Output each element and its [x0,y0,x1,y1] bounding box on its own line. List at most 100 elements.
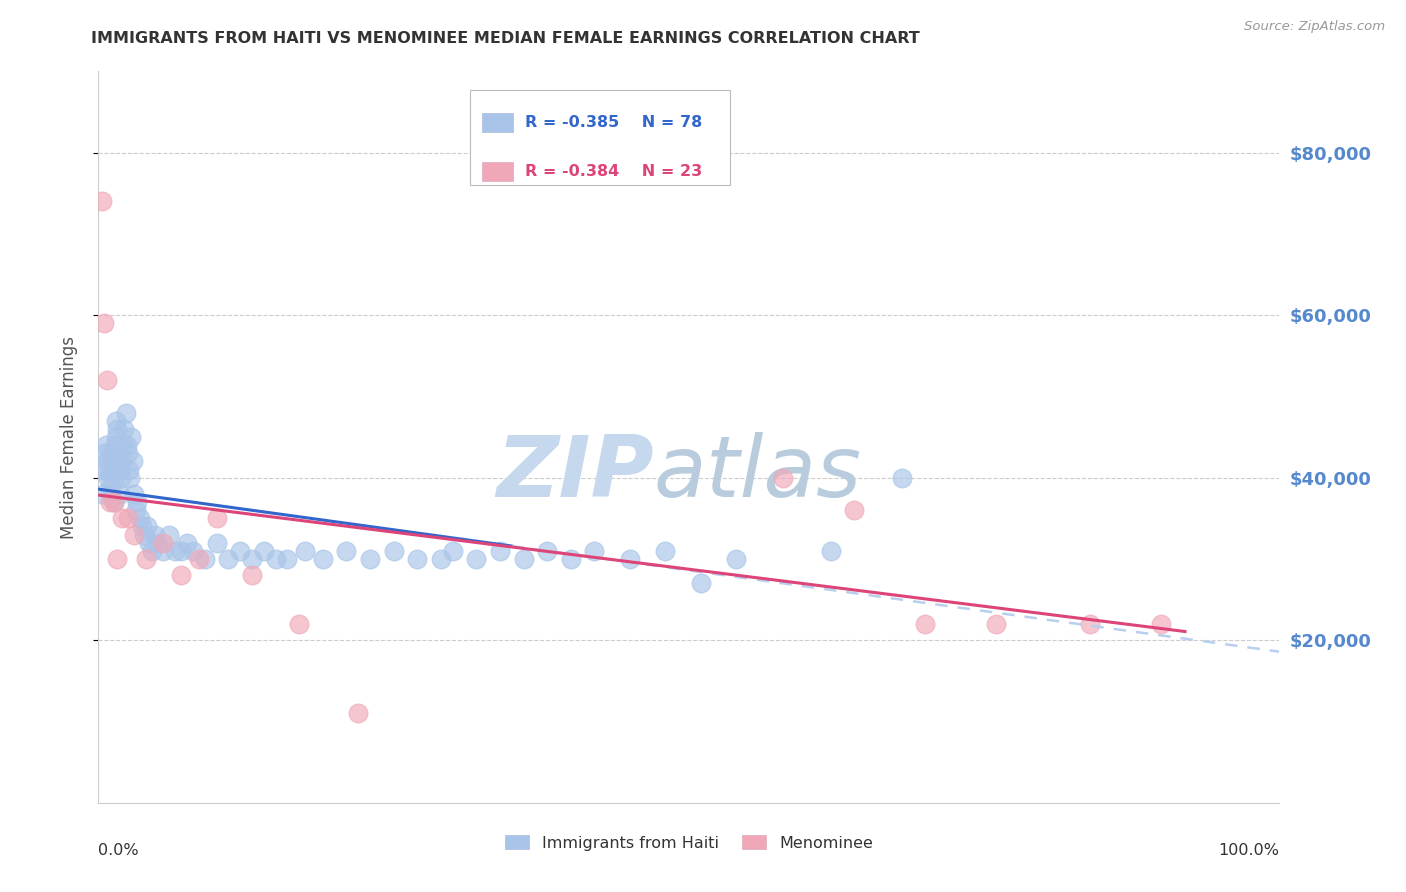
Point [187,552,209,566]
Point [205,511,228,525]
Point [536,544,558,558]
Point [170,568,193,582]
Point [654,544,676,558]
Point [121,430,143,444]
Point [157,527,180,541]
Point [114,406,136,420]
Point [120,471,142,485]
Point [98,446,121,460]
Point [111,454,134,468]
Point [117,511,139,525]
Point [103,495,125,509]
Point [96,373,118,387]
Point [176,535,198,549]
Point [1080,617,1102,632]
FancyBboxPatch shape [471,90,730,185]
Point [152,544,174,558]
Point [152,535,174,549]
Point [97,471,120,485]
Y-axis label: Median Female Earnings: Median Female Earnings [59,335,77,539]
Text: IMMIGRANTS FROM HAITI VS MENOMINEE MEDIAN FEMALE EARNINGS CORRELATION CHART: IMMIGRANTS FROM HAITI VS MENOMINEE MEDIA… [91,31,920,46]
Point [117,446,139,460]
Point [98,495,121,509]
Text: R = -0.385    N = 78: R = -0.385 N = 78 [524,115,702,130]
Point [441,544,464,558]
Text: R = -0.384    N = 23: R = -0.384 N = 23 [524,164,702,179]
Point [91,462,114,476]
Point [465,552,488,566]
Point [107,446,129,460]
Text: atlas: atlas [654,432,862,516]
Point [91,487,114,501]
Point [94,438,117,452]
Point [98,487,121,501]
Point [115,438,138,452]
Point [122,527,145,541]
Text: Source: ZipAtlas.com: Source: ZipAtlas.com [1244,20,1385,33]
Point [111,511,134,525]
Point [560,552,582,566]
Point [146,535,169,549]
Point [984,617,1007,632]
Point [108,487,131,501]
Point [725,552,748,566]
Point [105,446,128,460]
Point [619,552,641,566]
Point [165,544,187,558]
Point [110,471,132,485]
Point [105,430,128,444]
Point [127,495,149,509]
Point [430,552,453,566]
Point [134,527,156,541]
Point [294,544,316,558]
Legend: Immigrants from Haiti, Menominee: Immigrants from Haiti, Menominee [498,829,880,857]
Point [217,552,239,566]
Text: 100.0%: 100.0% [1219,843,1279,858]
Point [121,454,143,468]
Point [253,544,276,558]
Point [689,576,711,591]
Point [101,454,124,468]
Point [135,519,157,533]
Point [335,544,357,558]
Point [122,487,145,501]
Point [135,552,157,566]
Point [103,495,125,509]
Point [347,706,370,721]
Point [205,535,228,549]
Point [96,454,118,468]
Point [772,471,794,485]
Point [583,544,606,558]
Point [240,568,263,582]
Point [406,552,429,566]
Point [359,552,381,566]
Point [105,422,128,436]
FancyBboxPatch shape [482,162,513,181]
Point [170,544,193,558]
Point [264,552,287,566]
Point [240,552,263,566]
Point [104,438,127,452]
Text: 0.0%: 0.0% [98,843,139,858]
Point [844,503,866,517]
Point [91,194,114,209]
Point [128,511,150,525]
Point [112,438,135,452]
Point [312,552,335,566]
FancyBboxPatch shape [482,113,513,132]
Point [118,462,141,476]
Point [105,552,128,566]
Point [93,446,115,460]
Point [820,544,842,558]
Point [138,535,160,549]
Point [100,479,122,493]
Point [229,544,252,558]
Point [141,544,163,558]
Point [194,552,217,566]
Point [276,552,298,566]
Point [112,422,135,436]
Point [181,544,204,558]
Point [104,462,127,476]
Point [512,552,534,566]
Point [93,316,115,330]
